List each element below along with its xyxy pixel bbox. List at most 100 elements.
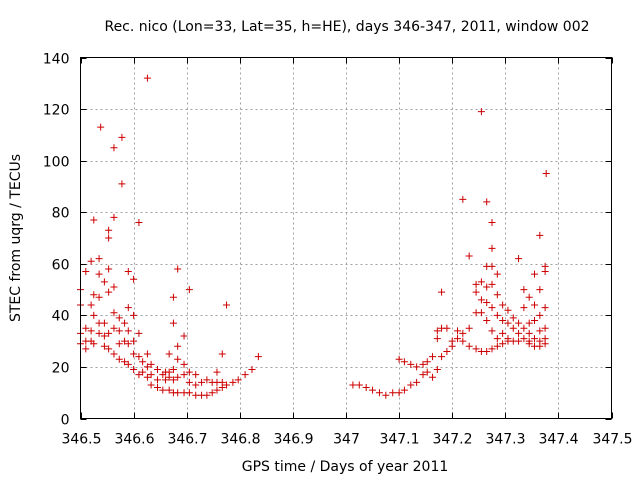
data-point xyxy=(483,298,491,306)
data-point xyxy=(169,319,177,327)
data-point xyxy=(520,324,528,332)
data-point xyxy=(115,314,123,322)
data-point xyxy=(541,268,549,276)
data-point xyxy=(477,296,485,304)
data-point xyxy=(454,327,462,335)
data-point xyxy=(382,391,390,399)
data-point xyxy=(110,144,118,152)
data-point xyxy=(429,353,437,361)
data-point xyxy=(465,342,473,350)
data-point xyxy=(407,360,415,368)
data-point xyxy=(218,384,226,392)
data-point xyxy=(143,363,151,371)
grid-lines xyxy=(80,57,612,419)
data-point xyxy=(213,386,221,394)
data-point xyxy=(515,329,523,337)
y-tick-label: 20 xyxy=(52,361,70,377)
data-point xyxy=(185,378,193,386)
data-point xyxy=(169,376,177,384)
y-tick-label: 120 xyxy=(43,103,70,119)
data-point xyxy=(95,270,103,278)
data-point xyxy=(454,335,462,343)
data-point xyxy=(135,329,143,337)
data-point xyxy=(488,219,496,227)
data-point xyxy=(362,384,370,392)
data-point xyxy=(192,391,200,399)
data-point xyxy=(165,373,173,381)
data-point xyxy=(165,386,173,394)
data-point xyxy=(488,345,496,353)
y-tick-label: 140 xyxy=(43,52,70,68)
data-point xyxy=(198,378,206,386)
data-point xyxy=(483,347,491,355)
data-point xyxy=(165,350,173,358)
data-point xyxy=(218,350,226,358)
data-point xyxy=(488,327,496,335)
data-point xyxy=(488,262,496,270)
x-tick-label: 346.7 xyxy=(167,432,207,448)
data-point xyxy=(87,301,95,309)
data-point xyxy=(433,327,441,335)
data-point xyxy=(115,355,123,363)
data-point xyxy=(520,335,528,343)
data-point xyxy=(95,329,103,337)
data-point xyxy=(254,353,262,361)
data-point xyxy=(483,198,491,206)
data-point xyxy=(147,381,155,389)
data-point xyxy=(536,327,544,335)
data-point xyxy=(525,329,533,337)
data-point xyxy=(124,327,132,335)
data-point xyxy=(459,329,467,337)
data-point xyxy=(110,324,118,332)
data-point xyxy=(100,278,108,286)
y-axis-label: STEC from uqrg / TECUs xyxy=(8,154,24,322)
data-point xyxy=(87,327,95,335)
data-point xyxy=(135,371,143,379)
data-point xyxy=(90,311,98,319)
data-point xyxy=(459,195,467,203)
data-point xyxy=(423,358,431,366)
data-point xyxy=(213,368,221,376)
data-point xyxy=(87,257,95,265)
data-point xyxy=(488,244,496,252)
x-tick-label: 347.1 xyxy=(379,432,419,448)
data-point xyxy=(105,345,113,353)
data-point xyxy=(536,231,544,239)
data-point xyxy=(389,389,397,397)
data-point xyxy=(375,389,383,397)
data-point xyxy=(419,360,427,368)
data-point xyxy=(208,389,216,397)
data-point xyxy=(223,301,231,309)
data-point xyxy=(542,170,550,178)
data-point xyxy=(395,389,403,397)
data-point xyxy=(105,329,113,337)
x-tick-label: 346.8 xyxy=(220,432,260,448)
x-tick-label: 347 xyxy=(333,432,360,448)
data-point xyxy=(499,329,507,337)
y-tick-label: 0 xyxy=(61,413,70,429)
data-point xyxy=(124,340,132,348)
data-point xyxy=(531,317,539,325)
data-point xyxy=(192,371,200,379)
data-point xyxy=(531,301,539,309)
data-point xyxy=(448,342,456,350)
data-point xyxy=(82,268,90,276)
data-point xyxy=(153,384,161,392)
data-point xyxy=(234,376,242,384)
data-point xyxy=(493,342,501,350)
data-point xyxy=(499,301,507,309)
data-point xyxy=(438,288,446,296)
data-point xyxy=(229,378,237,386)
x-tick-label: 347.3 xyxy=(485,432,525,448)
data-point xyxy=(400,358,408,366)
data-point xyxy=(139,358,147,366)
data-point xyxy=(504,306,512,314)
data-point xyxy=(465,252,473,260)
data-point xyxy=(143,350,151,358)
data-point xyxy=(118,180,126,188)
data-point xyxy=(174,389,182,397)
data-point xyxy=(472,288,480,296)
data-point xyxy=(459,337,467,345)
data-point xyxy=(504,319,512,327)
